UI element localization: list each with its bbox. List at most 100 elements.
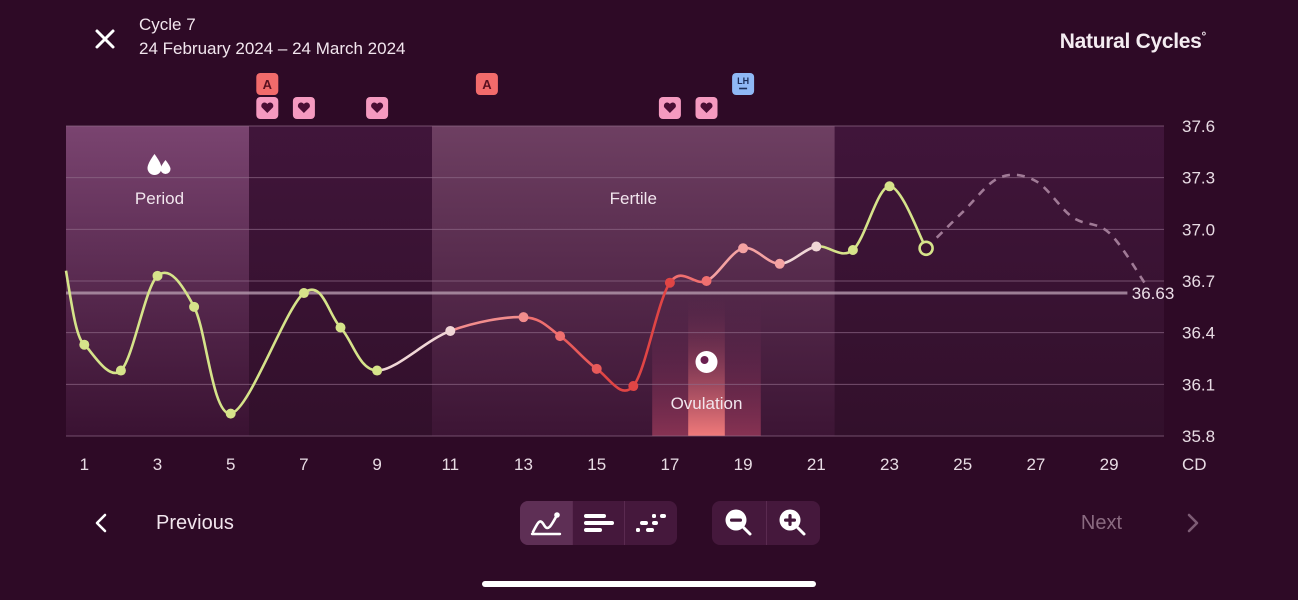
- data-point: [555, 331, 566, 342]
- scatter-view-button[interactable]: [624, 501, 677, 545]
- curve-segment: [192, 305, 232, 415]
- previous-label: Previous: [156, 511, 234, 534]
- y-tick-label: 37.0: [1182, 220, 1215, 239]
- x-axis-label: CD: [1182, 455, 1207, 474]
- heart-icon: [371, 102, 384, 113]
- ovulation-label: Ovulation: [671, 394, 743, 413]
- data-point: [445, 325, 456, 336]
- x-tick-label: 27: [1026, 455, 1045, 474]
- data-point: [189, 301, 200, 312]
- heart-icon: [297, 102, 310, 113]
- y-tick-label: 35.8: [1182, 427, 1215, 446]
- x-tick-label: 29: [1100, 455, 1119, 474]
- curve-segment: [302, 288, 342, 329]
- temperature-chart: 37.637.337.036.736.436.135.81 3 5 7 9 11 13 15 1…: [64, 73, 1215, 474]
- data-point: [152, 270, 163, 281]
- x-tick-label: 3: [153, 455, 162, 474]
- x-tick-label: 15: [587, 455, 606, 474]
- average-label: 36.63: [1132, 284, 1175, 303]
- x-tick-label: 25: [953, 455, 972, 474]
- zoom-in-icon: [779, 509, 806, 536]
- x-tick-label: 21: [807, 455, 826, 474]
- x-tick-label: 7: [299, 455, 308, 474]
- fertile-label: Fertile: [610, 189, 657, 208]
- a-marker: [256, 73, 279, 95]
- x-tick-label: 5: [226, 455, 235, 474]
- x-tick-label: 17: [660, 455, 679, 474]
- data-point: [811, 241, 822, 252]
- data-point: [628, 381, 639, 392]
- data-point: [335, 322, 346, 333]
- x-tick-label: 19: [734, 455, 753, 474]
- curve-segment: [632, 281, 672, 388]
- brand-mark: °: [1201, 29, 1207, 43]
- data-point: [738, 243, 749, 254]
- lh-marker-label: LH: [737, 76, 749, 86]
- data-point: [518, 312, 529, 323]
- x-tick-label: 11: [441, 455, 459, 474]
- a-marker: [475, 73, 498, 95]
- data-point: [372, 365, 383, 376]
- data-point: [701, 276, 712, 286]
- close-button[interactable]: [88, 22, 122, 56]
- zoom-in-button[interactable]: [765, 501, 821, 545]
- data-point: [79, 339, 90, 350]
- curve-segment: [449, 315, 525, 333]
- x-tick-label: 1: [80, 455, 89, 474]
- home-indicator[interactable]: [482, 581, 816, 587]
- cycle-header: Cycle 7 24 February 2024 – 24 March 2024: [139, 14, 406, 62]
- x-tick-label: 9: [372, 455, 381, 474]
- curve-segment: [375, 329, 452, 372]
- data-point: [591, 363, 602, 374]
- line-chart-icon: [530, 512, 562, 536]
- x-tick-label: 23: [880, 455, 899, 474]
- drop-shape: [147, 154, 162, 175]
- zoom-out-button[interactable]: [712, 501, 766, 545]
- data-point: [115, 365, 126, 376]
- scatter-view-icon: [636, 514, 667, 532]
- heart-icon: [700, 102, 713, 113]
- data-point: [847, 245, 858, 255]
- close-icon: [95, 29, 115, 49]
- blood-drops-icon: [147, 154, 171, 175]
- a-marker-label: A: [263, 77, 273, 92]
- next-button[interactable]: Next: [1081, 498, 1204, 548]
- y-tick-label: 36.4: [1182, 324, 1215, 343]
- chevron-left-icon: [95, 513, 107, 533]
- previous-button[interactable]: Previous: [90, 498, 234, 548]
- bottom-toolbar: Previous: [0, 498, 1298, 548]
- cycle-title: Cycle 7: [139, 15, 196, 34]
- list-view-button[interactable]: [571, 501, 625, 545]
- heart-icon: [261, 102, 274, 113]
- y-tick-label: 37.6: [1182, 117, 1215, 136]
- list-view-icon: [583, 514, 614, 532]
- chevron-right-icon: [1187, 513, 1199, 533]
- drop-shape: [160, 160, 171, 174]
- next-label: Next: [1080, 511, 1122, 534]
- zoom-group: [712, 501, 820, 545]
- view-mode-group: [520, 501, 677, 545]
- curve-segment: [119, 274, 159, 372]
- data-point: [774, 258, 785, 269]
- data-point: [225, 408, 236, 419]
- data-point: [298, 288, 309, 299]
- brand-name: Natural Cycles: [1059, 30, 1202, 53]
- a-marker-label: A: [482, 77, 492, 92]
- curve-segment: [229, 291, 306, 415]
- prediction-line: [925, 173, 1147, 286]
- heart-icon: [663, 102, 676, 113]
- data-point: [918, 240, 934, 257]
- y-tick-label: 36.1: [1182, 375, 1215, 394]
- lh-marker: [732, 73, 755, 95]
- cycle-dates: 24 February 2024 – 24 March 2024: [139, 39, 406, 58]
- brand-logo: Natural Cycles°: [1060, 29, 1206, 54]
- line-chart-view-button[interactable]: [520, 501, 572, 545]
- ovulation-icon-core: [700, 356, 709, 364]
- zoom-out-icon: [725, 509, 752, 536]
- y-tick-label: 36.7: [1182, 272, 1215, 291]
- data-point: [884, 181, 895, 192]
- y-tick-label: 37.3: [1182, 169, 1215, 188]
- period-label: Period: [135, 189, 184, 208]
- x-tick-label: 13: [514, 455, 533, 474]
- data-point: [664, 277, 675, 288]
